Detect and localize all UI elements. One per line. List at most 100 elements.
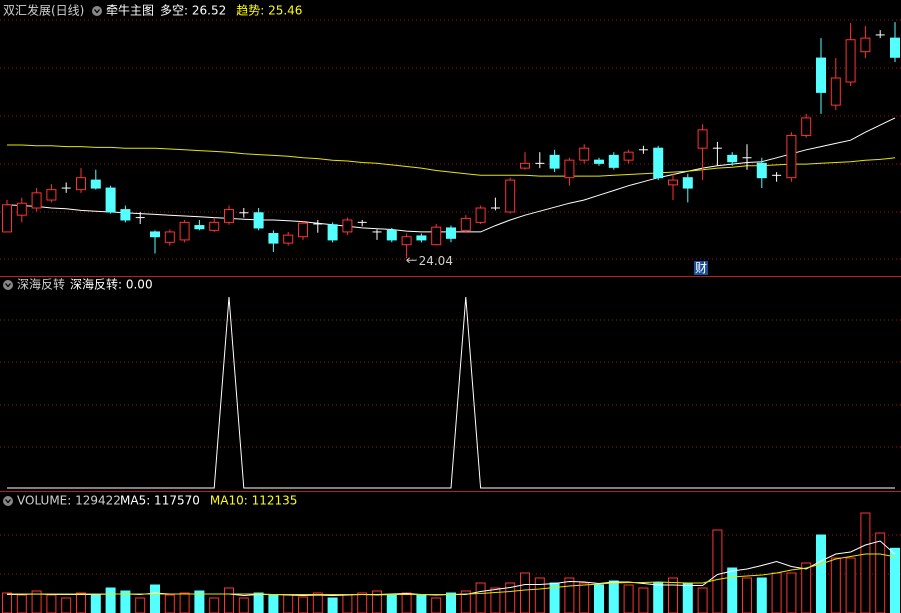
candle-body bbox=[179, 221, 190, 241]
legend-entry: 趋势: 25.46 bbox=[236, 4, 302, 18]
volume-bar bbox=[742, 577, 752, 613]
candle-body bbox=[16, 202, 27, 216]
volume-bar bbox=[327, 597, 338, 613]
annotation: 24.04 bbox=[419, 254, 453, 268]
volume-bar bbox=[845, 557, 856, 613]
candle-body bbox=[401, 236, 412, 246]
legend-entry: MA5: 117570 bbox=[120, 494, 200, 508]
candle-body bbox=[386, 229, 397, 241]
volume-bar bbox=[253, 592, 264, 613]
volume-bar bbox=[312, 592, 323, 613]
candle-body bbox=[76, 177, 86, 191]
volume-bar bbox=[46, 594, 57, 613]
volume-bar bbox=[830, 557, 841, 613]
volume-bar bbox=[209, 597, 220, 613]
candle-body bbox=[845, 39, 856, 83]
dropdown-icon[interactable] bbox=[3, 280, 13, 290]
candle-body bbox=[860, 37, 871, 53]
volume-bar bbox=[771, 572, 782, 613]
candle-body bbox=[105, 187, 116, 213]
volume-bar bbox=[76, 592, 86, 613]
candle-body bbox=[209, 221, 220, 231]
candle-body bbox=[505, 179, 516, 213]
volume-bar bbox=[431, 597, 442, 613]
volume-bar bbox=[786, 572, 797, 613]
panel-title: VOLUME: 129422 bbox=[17, 494, 121, 508]
candle-body bbox=[475, 207, 486, 223]
volume-bar bbox=[164, 594, 175, 613]
candle-body bbox=[623, 151, 634, 161]
candle-body bbox=[653, 147, 664, 179]
volume-bar bbox=[416, 594, 427, 613]
volume-bar bbox=[194, 590, 205, 613]
volume-bar bbox=[268, 594, 279, 613]
indicator-name: 牵牛主图 bbox=[106, 3, 154, 18]
candle-body bbox=[253, 212, 264, 229]
candle-body bbox=[460, 217, 471, 231]
candle-body bbox=[431, 226, 442, 246]
volume-bar bbox=[668, 577, 678, 613]
volume-bar bbox=[475, 582, 486, 613]
candle-body bbox=[90, 179, 101, 189]
candle-body bbox=[46, 189, 57, 201]
candle-body bbox=[579, 147, 590, 161]
volume-bar bbox=[238, 597, 249, 613]
volume-bar bbox=[534, 577, 545, 613]
candle-body bbox=[608, 154, 619, 168]
candle-body bbox=[786, 134, 797, 179]
volume-bar bbox=[682, 582, 693, 613]
candle-body bbox=[268, 233, 279, 244]
candle-body bbox=[224, 209, 234, 223]
candle-body bbox=[756, 162, 767, 179]
candle-body bbox=[416, 235, 427, 241]
candle-body bbox=[594, 159, 604, 164]
volume-bar bbox=[401, 592, 412, 613]
volume-bar bbox=[505, 582, 516, 613]
volume-bar bbox=[653, 582, 664, 613]
candle-body bbox=[2, 204, 12, 233]
volume-bar bbox=[816, 534, 826, 613]
indicator-line bbox=[7, 296, 895, 489]
volume-bar bbox=[135, 597, 146, 613]
event-marker[interactable]: 财 bbox=[694, 261, 708, 275]
candle-body bbox=[342, 219, 353, 233]
volume-bar bbox=[446, 592, 456, 613]
candle-body bbox=[298, 222, 308, 238]
volume-bar bbox=[579, 582, 590, 613]
dropdown-icon[interactable] bbox=[92, 6, 102, 16]
volume-bar bbox=[460, 590, 471, 613]
candle-body bbox=[801, 117, 812, 136]
candle-body bbox=[890, 37, 900, 58]
dropdown-icon[interactable] bbox=[3, 496, 13, 506]
volume-bar bbox=[697, 587, 708, 613]
volume-bar bbox=[224, 587, 234, 613]
candle-body bbox=[564, 159, 575, 179]
candle-body bbox=[446, 227, 456, 239]
volume-bar bbox=[520, 572, 530, 613]
volume-bar bbox=[16, 594, 27, 613]
candle-body bbox=[816, 57, 826, 93]
candle-body bbox=[164, 231, 175, 243]
candle-body bbox=[697, 129, 708, 149]
event-marker-text: 财 bbox=[695, 261, 707, 275]
volume-bar bbox=[105, 587, 116, 613]
candle-body bbox=[283, 234, 294, 244]
volume-bar bbox=[727, 567, 738, 613]
legend: 深海反转: 0.00 bbox=[70, 277, 153, 292]
volume-bar bbox=[490, 587, 501, 613]
candle-body bbox=[120, 209, 131, 221]
volume-bar bbox=[150, 584, 160, 613]
volume-bar bbox=[61, 597, 72, 613]
grid bbox=[0, 19, 901, 575]
volume-bar bbox=[712, 529, 723, 613]
candle-body bbox=[194, 225, 205, 230]
legend-entry: 多空: 26.52 bbox=[160, 4, 226, 18]
candle-body bbox=[549, 154, 560, 169]
volume-bar bbox=[179, 592, 190, 613]
volume-bar bbox=[801, 562, 812, 613]
volume-bar bbox=[342, 594, 353, 613]
volume-bar bbox=[594, 584, 604, 613]
plot-area: 24.04 bbox=[2, 22, 900, 613]
volume-bar bbox=[623, 584, 634, 613]
